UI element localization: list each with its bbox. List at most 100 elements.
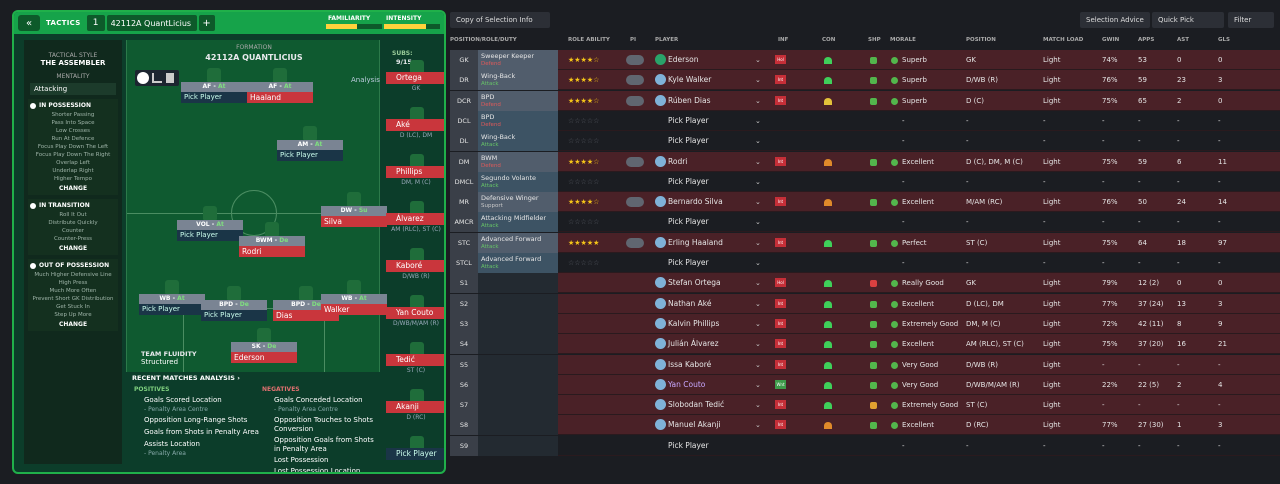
list-view-icon[interactable] xyxy=(166,73,174,83)
player-name[interactable]: Ederson xyxy=(668,55,699,64)
sub-player[interactable]: Yan Couto D/WB/M/AM (R) xyxy=(386,307,444,327)
column-header[interactable]: MATCH LOAD xyxy=(1043,37,1084,43)
table-row[interactable]: DR Wing-Back Attack ★★★★☆ Kyle Walker ⌄ Int Sup… xyxy=(450,70,1280,91)
player-name[interactable]: Rodri xyxy=(239,246,305,257)
player-name[interactable]: Dias xyxy=(273,310,339,321)
player-name[interactable]: Rodri xyxy=(668,156,688,166)
player-name[interactable]: Julián Álvarez xyxy=(668,339,719,349)
info-view-icon[interactable] xyxy=(137,72,149,84)
player-dropdown-icon[interactable]: ⌄ xyxy=(755,198,761,207)
sub-name[interactable]: Aké xyxy=(386,119,444,131)
table-row[interactable]: STCL Advanced Forward Attack ☆☆☆☆☆ Pick Play… xyxy=(450,253,1280,273)
role-duty-cell[interactable]: Wing-Back Attack xyxy=(478,131,558,152)
player-name[interactable]: Pick Player xyxy=(668,440,709,450)
column-header[interactable]: AST xyxy=(1177,37,1189,43)
role-duty-cell[interactable]: BPD Defend xyxy=(478,90,558,111)
table-row[interactable]: S8 Manuel Akanji ⌄ Int Excellent D (RC) Light 7… xyxy=(450,415,1280,436)
player-name[interactable]: Pick Player xyxy=(201,310,267,321)
pitch-player[interactable]: WB - At Walker xyxy=(321,294,387,315)
column-header[interactable]: PLAYER xyxy=(655,37,679,43)
sub-player[interactable]: Tedić ST (C) xyxy=(386,354,444,374)
add-tactic-button[interactable]: + xyxy=(198,15,215,31)
player-name[interactable]: Kyle Walker xyxy=(668,75,712,85)
table-row[interactable]: STC Advanced Forward Attack ★★★★★ Erling Haa… xyxy=(450,232,1280,253)
table-row[interactable]: DMCL Segundo Volante Attack ☆☆☆☆☆ Pick Playe… xyxy=(450,171,1280,192)
table-row[interactable]: S2 Nathan Aké ⌄ Int Excellent D (LC), DM Light… xyxy=(450,293,1280,314)
role-duty-cell[interactable]: Segundo Volante Attack xyxy=(478,171,558,192)
column-header[interactable]: PI xyxy=(630,37,637,43)
player-dropdown-icon[interactable]: ⌄ xyxy=(755,380,761,389)
role-duty-cell[interactable]: Attacking Midfielder Attack xyxy=(478,212,558,233)
player-dropdown-icon[interactable]: ⌄ xyxy=(755,299,761,308)
player-dropdown-icon[interactable]: ⌄ xyxy=(755,279,761,288)
player-name[interactable]: Silva xyxy=(321,216,387,227)
player-name[interactable]: Issa Kaboré xyxy=(668,359,712,369)
table-row[interactable]: AMCR Attacking Midfielder Attack ☆☆☆☆☆ Pick … xyxy=(450,212,1280,233)
sub-name[interactable]: Kaboré xyxy=(386,260,444,272)
table-row[interactable]: DL Wing-Back Attack ☆☆☆☆☆ Pick Player ⌄ - - - - - -… xyxy=(450,131,1280,152)
table-row[interactable]: DCL BPD Defend ☆☆☆☆☆ Pick Player ⌄ - - - - - - - xyxy=(450,110,1280,131)
player-name[interactable]: Slobodan Tedić xyxy=(668,400,725,410)
analysis-title[interactable]: RECENT MATCHES ANALYSIS › xyxy=(132,374,240,382)
table-row[interactable]: S7 Slobodan Tedić ⌄ Int Extremely Good ST (C)… xyxy=(450,395,1280,416)
table-row[interactable]: S5 Issa Kaboré ⌄ Int Very Good D/WB (R) Light -… xyxy=(450,354,1280,375)
player-name[interactable]: Haaland xyxy=(247,92,313,103)
sub-player[interactable]: Pick Player xyxy=(386,448,444,461)
sub-player[interactable]: Aké D (LC), DM xyxy=(386,119,444,139)
column-header[interactable]: SHP xyxy=(868,37,881,43)
role-duty-cell[interactable]: Wing-Back Attack xyxy=(478,70,558,91)
table-row[interactable]: DM BWM Defend ★★★★☆ Rodri ⌄ Int Excellent D (C),… xyxy=(450,151,1280,172)
player-instructions-icon[interactable] xyxy=(626,75,644,86)
player-dropdown-icon[interactable]: ⌄ xyxy=(755,76,761,85)
tactic-slot-number[interactable]: 1 xyxy=(86,15,105,31)
sub-player[interactable]: Álvarez AM (RLC), ST (C) xyxy=(386,213,444,233)
role-duty-cell[interactable]: Defensive Winger Support xyxy=(478,192,558,213)
change-in-possession-button[interactable]: CHANGE xyxy=(58,185,88,192)
sub-name[interactable]: Álvarez xyxy=(386,213,444,225)
analysis-toggle[interactable]: Analysis xyxy=(351,76,380,84)
formation-name-dropdown[interactable]: 42112A QUANTLICIUS xyxy=(205,53,303,62)
pitch-player[interactable]: DW - Su Silva xyxy=(321,206,387,227)
pitch-player[interactable]: VOL - At Pick Player xyxy=(177,220,243,241)
sub-player[interactable]: Ortega GK xyxy=(386,72,444,92)
sub-name[interactable]: Tedić xyxy=(386,354,444,366)
player-instructions-icon[interactable] xyxy=(626,156,644,167)
player-name[interactable]: Pick Player xyxy=(177,230,243,241)
player-instructions-icon[interactable] xyxy=(626,197,644,208)
player-name[interactable]: Kalvin Phillips xyxy=(668,318,720,328)
player-name[interactable]: Pick Player xyxy=(668,115,709,125)
player-dropdown-icon[interactable]: ⌄ xyxy=(755,157,761,166)
player-dropdown-icon[interactable]: ⌄ xyxy=(755,56,761,64)
player-dropdown-icon[interactable]: ⌄ xyxy=(755,218,761,227)
sub-name[interactable]: Yan Couto xyxy=(386,307,444,319)
change-out-possession-button[interactable]: CHANGE xyxy=(58,321,88,328)
column-header[interactable]: INF xyxy=(778,37,789,43)
sub-name[interactable]: Ortega xyxy=(386,72,444,84)
column-header[interactable]: POSITION xyxy=(966,37,996,43)
sub-player[interactable]: Kaboré D/WB (R) xyxy=(386,260,444,280)
sub-name[interactable]: Pick Player xyxy=(386,448,444,460)
pitch-player[interactable]: BPD - De Pick Player xyxy=(201,300,267,321)
stats-view-icon[interactable] xyxy=(152,73,162,83)
column-header[interactable]: MORALE xyxy=(890,37,916,43)
player-dropdown-icon[interactable]: ⌄ xyxy=(755,340,761,349)
player-name[interactable]: Pick Player xyxy=(668,258,709,267)
player-dropdown-icon[interactable]: ⌄ xyxy=(755,259,761,267)
role-duty-cell[interactable]: Advanced Forward Attack xyxy=(478,253,558,273)
player-dropdown-icon[interactable]: ⌄ xyxy=(755,96,761,105)
column-header[interactable]: GLS xyxy=(1218,37,1230,43)
table-row[interactable]: S4 Julián Álvarez ⌄ Int Excellent AM (RLC), S… xyxy=(450,334,1280,355)
role-duty-cell[interactable]: Advanced Forward Attack xyxy=(478,232,558,253)
table-row[interactable]: S9 Pick Player - - - - - - - xyxy=(450,435,1280,456)
sub-name[interactable]: Phillips xyxy=(386,166,444,178)
pitch-player[interactable]: BWM - De Rodri xyxy=(239,236,305,257)
copy-selection-dropdown[interactable]: Copy of Selection Info xyxy=(450,12,550,28)
player-dropdown-icon[interactable]: ⌄ xyxy=(755,238,761,247)
mentality-dropdown[interactable]: Attacking xyxy=(30,83,116,95)
sub-name[interactable]: Akanji xyxy=(386,401,444,413)
player-instructions-icon[interactable] xyxy=(626,95,644,106)
player-name[interactable]: Stefan Ortega xyxy=(668,278,721,288)
player-instructions-icon[interactable] xyxy=(626,237,644,248)
column-header[interactable]: GWIN xyxy=(1102,37,1120,43)
player-dropdown-icon[interactable]: ⌄ xyxy=(755,137,761,146)
